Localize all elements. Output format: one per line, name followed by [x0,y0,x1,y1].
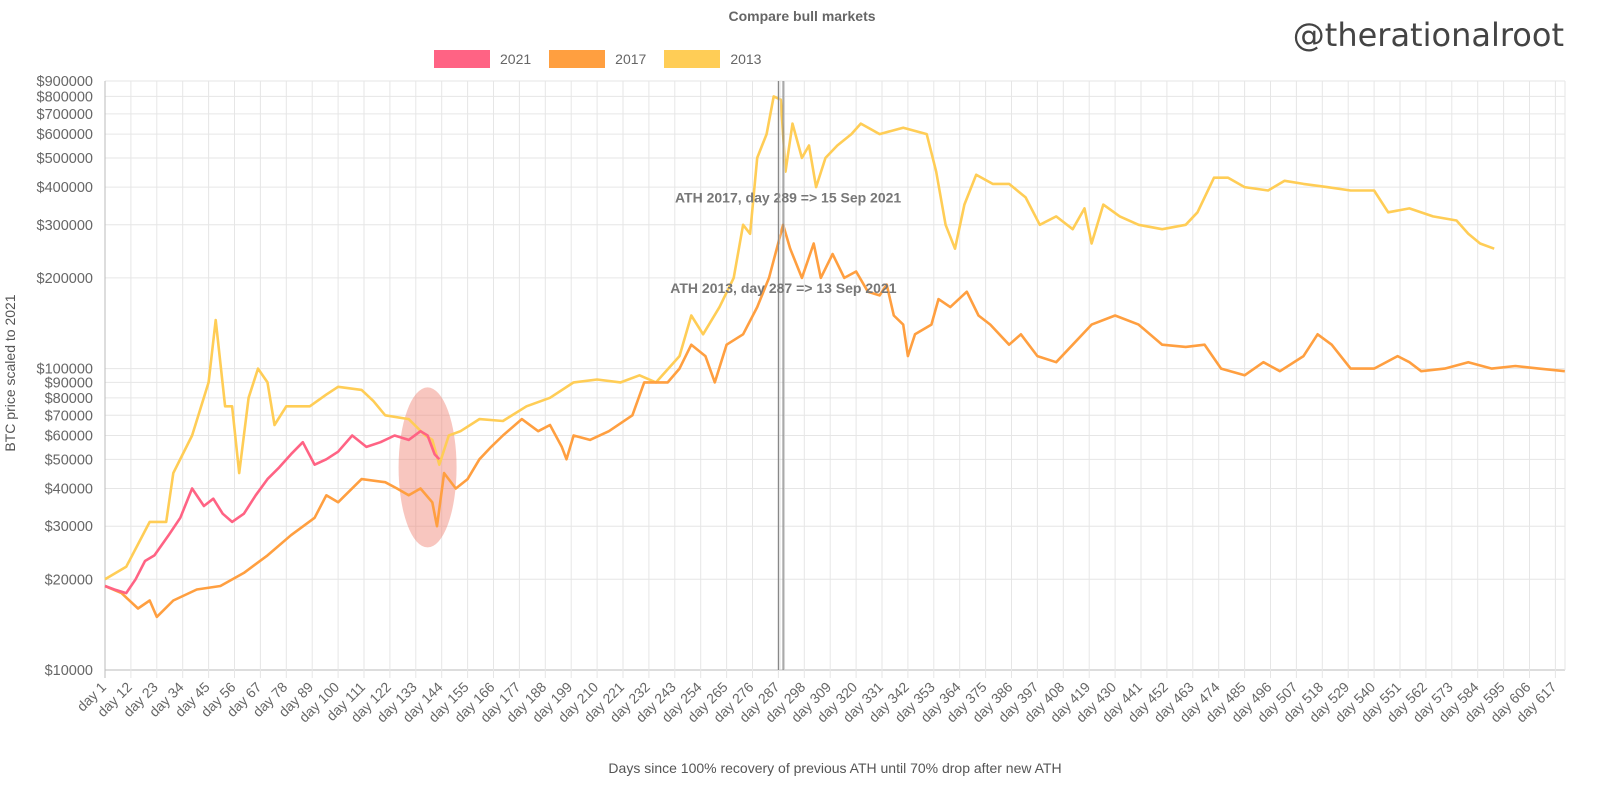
y-tick-label: $60000 [45,428,93,444]
y-tick-label: $500000 [37,151,93,167]
y-tick-label: $50000 [45,452,93,468]
y-axis-label: BTC price scaled to 2021 [2,294,18,452]
y-tick-label: $40000 [45,482,93,498]
legend-swatch-2021 [434,50,490,68]
y-tick-label: $600000 [37,127,93,143]
y-tick-label: $10000 [45,663,93,679]
watermark: @therationalroot [1292,16,1564,54]
chart-title: Compare bull markets [728,8,876,24]
legend-item-2017[interactable]: 2017 [549,50,646,68]
y-tick-label: $900000 [37,74,93,90]
y-tick-label: $80000 [45,391,93,407]
y-tick-label: $200000 [37,271,93,287]
x-axis-label: Days since 100% recovery of previous ATH… [608,760,1062,776]
legend-item-2021[interactable]: 2021 [434,50,531,68]
legend-item-2013[interactable]: 2013 [664,50,761,68]
y-tick-label: $70000 [45,408,93,424]
ath-annotation-label: ATH 2013, day 287 => 13 Sep 2021 [670,280,896,296]
legend-swatch-2013 [664,50,721,68]
legend-label-2017: 2017 [615,51,647,67]
y-tick-label: $800000 [37,89,93,105]
series-line-2021 [104,429,441,595]
series-line-2017 [104,223,1565,619]
highlight-ellipse [398,387,457,548]
y-tick-label: $30000 [45,519,93,535]
y-tick-label: $90000 [45,375,93,391]
y-tick-label: $100000 [37,362,93,378]
y-tick-label: $300000 [37,218,93,234]
ath-annotation-label: ATH 2017, day 289 => 15 Sep 2021 [675,189,901,205]
y-tick-label: $400000 [37,180,93,196]
y-tick-label: $700000 [37,107,93,123]
legend-label-2021: 2021 [500,51,532,67]
y-tick-label: $20000 [45,572,93,588]
legend-swatch-2017 [549,50,606,68]
legend-label-2013: 2013 [730,51,762,67]
series-line-2013 [104,95,1495,581]
legend: 2021 2017 2013 [434,50,767,68]
